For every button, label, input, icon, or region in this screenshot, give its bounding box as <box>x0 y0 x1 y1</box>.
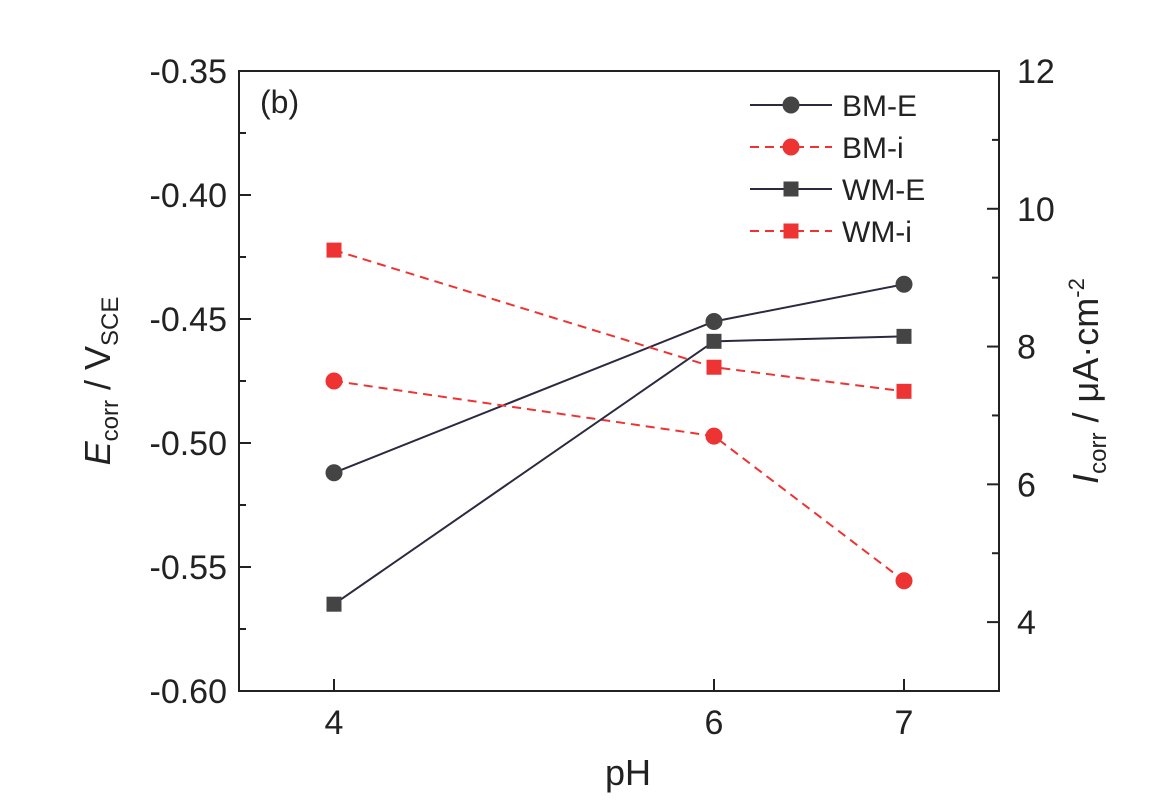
y-left-title-rest-sub: SCE <box>97 297 124 346</box>
x-tick-label: 7 <box>895 704 914 742</box>
legend-label-bm-i: BM-i <box>842 132 904 165</box>
series-line-wm-i <box>333 249 905 393</box>
legend-label-bm-e: BM-E <box>842 90 917 123</box>
svg-text:Ecorr / VSCE: Ecorr / VSCE <box>77 297 124 466</box>
data-point-wm-i <box>326 242 342 258</box>
y-left-title-rest: / V <box>77 346 118 400</box>
series-line-bm-i <box>333 380 905 582</box>
svg-text:Icorr / μA·cm-2: Icorr / μA·cm-2 <box>1064 278 1112 484</box>
y-right-tick-label: 4 <box>1017 604 1036 642</box>
y-right-tick-label: 12 <box>1017 53 1055 91</box>
legend-marker-bm-i <box>782 138 800 156</box>
y-left-title-sub: corr <box>97 400 124 441</box>
y-right-axis-title: Icorr / μA·cm-2 <box>1064 278 1112 484</box>
data-point-bm-i <box>895 572 913 590</box>
legend-marker-wm-e <box>783 181 799 197</box>
data-point-wm-e <box>326 596 342 612</box>
y-right-title-main: I <box>1065 474 1106 484</box>
y-left-tick-label: -0.45 <box>150 301 228 339</box>
y-left-axis-title: Ecorr / VSCE <box>77 297 124 466</box>
y-left-title-main: E <box>77 440 118 465</box>
y-left-tick-label: -0.55 <box>150 549 228 587</box>
y-right-title-rest: / μA·cm <box>1065 298 1106 433</box>
panel-label: (b) <box>260 84 299 120</box>
legend-label-wm-i: WM-i <box>842 216 912 249</box>
y-right-title-rest-sup: -2 <box>1064 278 1089 298</box>
data-point-wm-e <box>706 333 722 349</box>
x-tick-label: 6 <box>705 704 724 742</box>
y-left-tick-label: -0.60 <box>150 673 228 711</box>
series-lines <box>333 249 905 606</box>
data-point-bm-i <box>705 427 723 445</box>
y-left-tick-label: -0.40 <box>150 177 228 215</box>
data-point-wm-i <box>706 359 722 375</box>
data-point-bm-i <box>325 372 343 390</box>
series-line-bm-e <box>333 283 905 474</box>
legend-marker-bm-e <box>782 96 800 114</box>
ticks: 4 6 7 -0.60 -0.55 -0.50 -0.45 -0.40 -0.35 4 6 8 10 12 <box>150 53 1055 742</box>
x-tick-label: 4 <box>325 704 344 742</box>
data-point-bm-e <box>325 464 343 482</box>
y-right-tick-label: 10 <box>1017 191 1055 229</box>
data-point-wm-i <box>896 383 912 399</box>
y-right-title-sub: corr <box>1085 432 1112 473</box>
legend-marker-wm-i <box>783 223 799 239</box>
y-left-tick-label: -0.50 <box>150 425 228 463</box>
series-line-wm-e <box>333 335 905 606</box>
data-point-bm-e <box>895 275 913 293</box>
legend-label-wm-e: WM-E <box>842 174 925 207</box>
y-right-tick-label: 8 <box>1017 329 1036 367</box>
x-axis-title: pH <box>605 752 651 793</box>
y-right-tick-label: 6 <box>1017 466 1036 504</box>
series-markers <box>325 242 913 612</box>
data-point-wm-e <box>896 328 912 344</box>
data-point-bm-e <box>705 312 723 330</box>
legend: BM-E BM-i WM-E WM-i <box>750 90 925 249</box>
y-left-tick-label: -0.35 <box>150 53 228 91</box>
